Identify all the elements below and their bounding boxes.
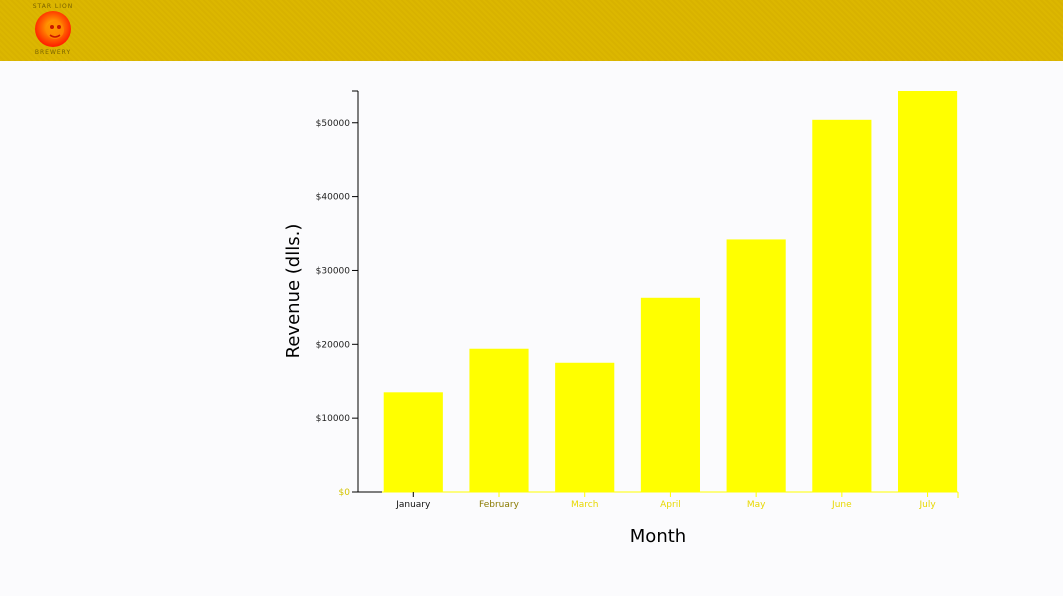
x-tick-label-june: June [831, 500, 852, 510]
y-tick-label: $40000 [316, 193, 351, 203]
brewery-logo[interactable]: STAR LION BREWERY [28, 3, 78, 57]
y-tick-label: $10000 [316, 414, 351, 424]
bar-april[interactable] [640, 297, 700, 492]
y-tick-label: $0 [339, 488, 351, 498]
bar-june[interactable] [812, 119, 872, 493]
revenue-bar-chart: $0 $10000 $20000 $30000 $40000 $50000 January… [283, 90, 959, 547]
header-bar: STAR LION BREWERY [0, 0, 1063, 61]
x-tick-label-february: February [479, 500, 520, 510]
bar-july[interactable] [898, 91, 958, 492]
y-tick-label: $20000 [316, 340, 351, 350]
x-tick-label-july: July [918, 500, 936, 510]
bars [383, 91, 958, 493]
x-tick-label-may: May [747, 500, 766, 510]
x-ticks: January February March April May June July [395, 492, 936, 510]
bar-may[interactable] [726, 239, 786, 492]
bar-january[interactable] [383, 392, 443, 492]
x-tick-label-march: March [571, 500, 598, 510]
x-axis-title: Month [630, 526, 686, 547]
logo-bottom-text: BREWERY [34, 49, 72, 56]
y-ticks: $0 $10000 $20000 $30000 $40000 $50000 [316, 119, 358, 498]
x-tick-label-january: January [395, 500, 431, 510]
bar-february[interactable] [469, 348, 529, 492]
y-tick-label: $30000 [316, 266, 351, 276]
y-axis [352, 90, 359, 492]
x-tick-label-april: April [660, 500, 681, 510]
logo-top-text: STAR LION [32, 3, 74, 10]
bar-march[interactable] [555, 362, 615, 492]
y-axis-title: Revenue (dlls.) [283, 224, 304, 359]
lion-icon [35, 11, 71, 47]
y-tick-label: $50000 [316, 119, 351, 129]
x-axis [358, 491, 959, 498]
